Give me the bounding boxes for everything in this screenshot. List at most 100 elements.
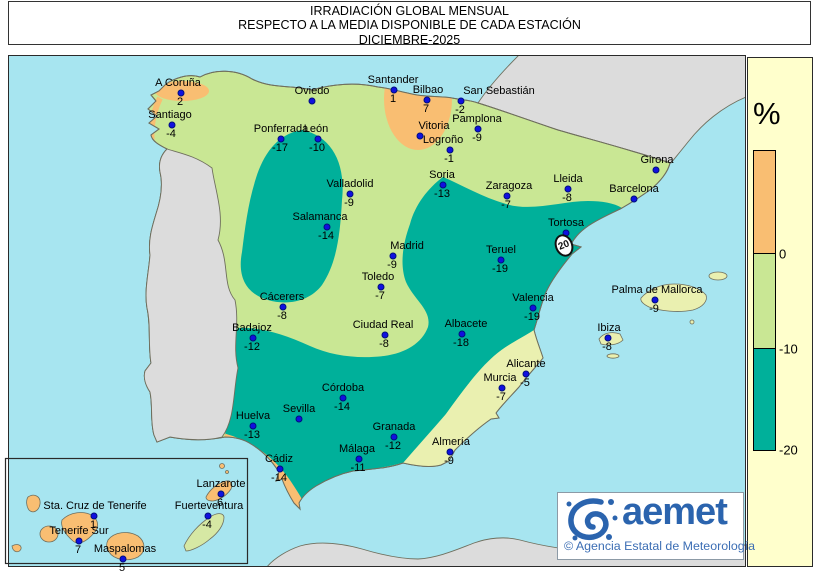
title-line-2: RESPECTO A LA MEDIA DISPONIBLE DE CADA E… bbox=[238, 18, 581, 33]
station-label: Oviedo bbox=[294, 85, 330, 97]
station-label: Valladolid bbox=[326, 178, 374, 190]
station-label: Zaragoza bbox=[485, 180, 533, 192]
legend-unit-label: % bbox=[753, 96, 781, 131]
station-value: -8 bbox=[562, 192, 572, 204]
station-dot bbox=[323, 223, 331, 231]
station-label: Santander bbox=[367, 74, 419, 86]
station-label: Bilbao bbox=[412, 84, 444, 96]
station-value: -18 bbox=[453, 337, 469, 349]
station-value: -5 bbox=[520, 377, 530, 389]
station-label: Santiago bbox=[148, 109, 192, 121]
station-label: Ibiza bbox=[597, 322, 621, 334]
station-dot bbox=[308, 97, 316, 105]
cabrera-island bbox=[689, 319, 695, 325]
station-dot bbox=[295, 415, 303, 423]
station-label: Salamanca bbox=[292, 211, 348, 223]
station-dot bbox=[339, 394, 347, 402]
station-dot bbox=[458, 330, 466, 338]
islet-north-lanzarote bbox=[219, 463, 225, 469]
station-label: Toledo bbox=[361, 271, 395, 283]
mallorca-island bbox=[640, 283, 707, 312]
station-label: Albacete bbox=[444, 318, 488, 330]
station-dot bbox=[249, 422, 257, 430]
station-label: Huelva bbox=[235, 410, 271, 422]
station-value: 6 bbox=[216, 497, 224, 509]
station-value: -4 bbox=[166, 128, 176, 140]
station-value: -8 bbox=[379, 338, 389, 350]
menorca-island bbox=[708, 271, 728, 281]
legend-tick-label: 0 bbox=[779, 246, 787, 262]
station-dot bbox=[355, 455, 363, 463]
station-label: Murcia bbox=[483, 372, 517, 384]
legend-color-bar bbox=[753, 150, 776, 451]
station-label: Alicante bbox=[506, 358, 546, 370]
canary-inset-frame bbox=[4, 457, 249, 565]
station-value: -7 bbox=[496, 391, 506, 403]
legend-tick-label: -20 bbox=[779, 442, 798, 458]
station-value: 2 bbox=[176, 96, 184, 108]
station-label: Maspalomas bbox=[93, 543, 157, 555]
station-label: Badajoz bbox=[232, 322, 272, 334]
station-dot bbox=[346, 190, 354, 198]
station-dot bbox=[75, 537, 83, 545]
station-dot bbox=[416, 132, 424, 140]
station-label: Palma de Mallorca bbox=[611, 284, 703, 296]
station-value: 7 bbox=[422, 103, 430, 115]
station-label: Fuerteventura bbox=[174, 500, 244, 512]
station-label: Córdoba bbox=[321, 382, 365, 394]
legend-segment bbox=[754, 349, 775, 450]
station-dot bbox=[217, 490, 225, 498]
station-value: -9 bbox=[444, 455, 454, 467]
station-label: Girona bbox=[640, 154, 674, 166]
la-palma-island bbox=[26, 494, 41, 513]
station-label: Sta. Cruz de Tenerife bbox=[43, 500, 147, 512]
station-label: Cádiz bbox=[264, 453, 294, 465]
station-value: -13 bbox=[434, 188, 450, 200]
station-label: Vitoria bbox=[418, 120, 450, 132]
station-label: Ciudad Real bbox=[352, 319, 414, 331]
station-value: -9 bbox=[472, 132, 482, 144]
station-label: Tortosa bbox=[547, 217, 585, 229]
station-dot bbox=[119, 555, 127, 563]
anomaly-teal-central-south bbox=[225, 177, 622, 509]
portugal-land bbox=[143, 148, 239, 443]
station-dot bbox=[90, 512, 98, 520]
islet-north-lanzarote-2 bbox=[225, 470, 229, 474]
station-value: -8 bbox=[277, 310, 287, 322]
station-dot bbox=[279, 303, 287, 311]
title-line-1: IRRADIACIÓN GLOBAL MENSUAL bbox=[310, 4, 509, 18]
station-dot bbox=[314, 135, 322, 143]
station-dot bbox=[652, 166, 660, 174]
station-label: Granada bbox=[372, 421, 416, 433]
station-value: 7 bbox=[74, 544, 82, 556]
station-dot bbox=[604, 334, 612, 342]
station-value: -9 bbox=[344, 197, 354, 209]
aemet-spiral-icon bbox=[566, 498, 618, 541]
station-dot bbox=[204, 512, 212, 520]
station-label: Barcelona bbox=[609, 183, 659, 195]
station-dot bbox=[446, 146, 454, 154]
aemet-logo-box: aemet © Agencia Estatal de Meteorología bbox=[557, 491, 755, 560]
station-label: Logroño bbox=[422, 134, 464, 146]
station-dot bbox=[249, 334, 257, 342]
coastal-pale-southeast bbox=[403, 330, 543, 467]
formentera-island bbox=[606, 353, 620, 359]
station-label: Sevilla bbox=[282, 403, 316, 415]
station-value: 1 bbox=[389, 93, 397, 105]
station-value: -19 bbox=[492, 263, 508, 275]
station-value: -14 bbox=[271, 472, 287, 484]
station-label: Tenerife Sur bbox=[49, 525, 109, 537]
station-label: Málaga bbox=[338, 443, 376, 455]
legend-panel: % 0 -10 -20 bbox=[747, 57, 813, 567]
station-label: Soria bbox=[429, 169, 455, 181]
station-label: Madrid bbox=[390, 240, 424, 252]
station-label: Teruel bbox=[486, 244, 516, 256]
station-dot bbox=[390, 86, 398, 94]
station-dot bbox=[522, 370, 530, 378]
station-dot bbox=[381, 331, 389, 339]
station-value: -12 bbox=[385, 440, 401, 452]
station-dot bbox=[390, 433, 398, 441]
la-gomera-island bbox=[39, 525, 59, 543]
station-dot bbox=[651, 296, 659, 304]
